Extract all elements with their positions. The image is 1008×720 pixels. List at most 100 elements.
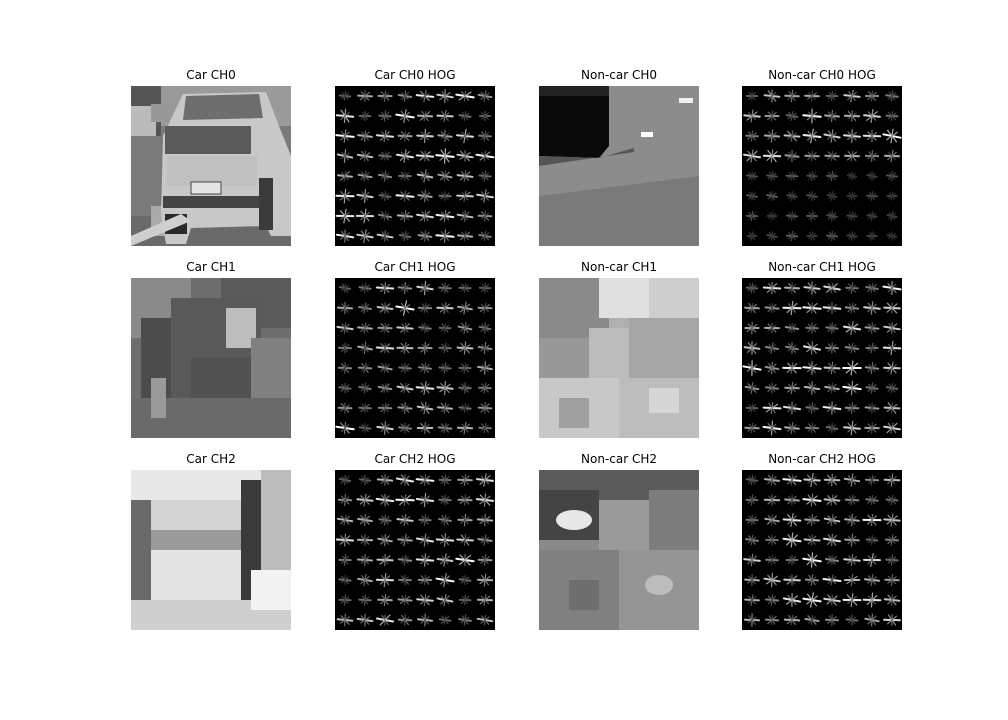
noncar-ch0-image [539,86,699,246]
panel-title: Non-car CH2 [581,452,657,466]
hog-gradient-stroke [808,404,816,412]
hog-gradient-stroke [887,92,897,100]
hog-gradient-stroke [886,131,898,141]
hog-gradient-stroke [479,495,491,505]
hog-gradient-stroke [420,383,430,393]
hog-gradient-stroke [828,424,836,432]
hog-gradient-stroke [747,536,757,544]
hog-gradient-stroke [806,495,818,505]
panel-title: Car CH1 [186,260,236,274]
hog-gradient-stroke [360,112,370,120]
hog-gradient-stroke [867,152,877,160]
hog-gradient-stroke [340,323,350,333]
hog-gradient-stroke [480,232,490,240]
hog-gradient-stroke [808,232,816,240]
car-ch0-image [131,86,291,246]
hog-gradient-stroke [786,534,798,546]
hog-gradient-stroke [360,131,370,141]
hog-gradient-stroke [787,152,797,160]
hog-gradient-stroke [767,112,777,121]
hog-gradient-stroke [360,172,370,180]
hog-gradient-stroke [380,595,390,605]
hog-gradient-stroke [827,132,837,140]
hog-gradient-stroke [420,343,430,353]
hog-gradient-stroke [807,476,817,484]
panel-title: Non-car CH1 HOG [768,260,876,274]
hog-gradient-stroke [341,556,349,564]
hog-gradient-stroke [479,475,491,485]
hog-gradient-stroke [420,576,430,584]
hog-gradient-stroke [867,404,877,412]
hog-gradient-stroke [458,554,471,566]
hog-gradient-stroke [339,535,351,545]
hog-gradient-stroke [380,495,390,505]
hog-gradient-stroke [420,616,430,624]
hog-gradient-stroke [787,172,797,180]
hog-gradient-stroke [420,516,430,524]
hog-gradient-stroke [461,284,469,292]
hog-gradient-stroke [400,284,410,292]
hog-gradient-stroke [826,595,838,605]
hog-gradient-stroke [440,575,450,585]
hog-gradient-stroke [767,324,777,332]
hog-gradient-stroke [440,496,450,504]
hog-gradient-stroke [887,364,897,372]
hog-gradient-stroke [827,535,837,545]
hog-gradient-stroke [747,555,757,565]
hog-gradient-stroke [419,111,431,121]
hog-gradient-stroke [360,596,370,604]
hog-gradient-stroke [866,111,878,121]
hog-gradient-stroke [787,424,797,432]
hog-gradient-stroke [808,172,816,180]
hog-gradient-stroke [440,616,450,624]
hog-gradient-stroke [767,383,777,393]
hog-gradient-stroke [380,383,390,393]
hog-gradient-stroke [826,404,838,412]
hog-gradient-stroke [846,556,858,564]
hog-gradient-stroke [847,91,857,100]
hog-gradient-stroke [459,171,471,181]
hog-gradient-stroke [765,403,779,413]
hog-gradient-stroke [847,475,857,484]
hog-gradient-stroke [420,536,430,544]
hog-gradient-stroke [748,192,756,200]
hog-gradient-stroke [866,594,878,605]
hog-gradient-stroke [767,91,777,100]
hog-gradient-stroke [887,343,897,353]
hog-gradient-stroke [379,303,391,313]
hog-gradient-stroke [360,384,370,392]
hog-gradient-stroke [806,554,818,566]
hog-gradient-stroke [827,556,837,564]
hog-gradient-stroke [460,324,470,332]
noncar-ch1-image [539,278,699,438]
hog-gradient-stroke [400,556,410,564]
hog-gradient-stroke [888,233,896,239]
hog-gradient-stroke [868,232,876,240]
hog-gradient-stroke [440,424,450,432]
hog-gradient-stroke [888,212,896,220]
hog-gradient-stroke [886,323,898,333]
hog-gradient-stroke [460,576,470,584]
hog-gradient-stroke [746,111,758,121]
hog-gradient-stroke [380,516,390,524]
hog-gradient-stroke [768,232,777,240]
hog-gradient-stroke [845,362,859,374]
hog-gradient-stroke [785,595,799,605]
hog-gradient-stroke [399,494,411,506]
hog-gradient-stroke [360,304,370,313]
hog-gradient-stroke [826,495,838,505]
hog-gradient-stroke [847,423,857,433]
hog-gradient-stroke [400,616,410,624]
hog-gradient-stroke [747,172,756,180]
hog-gradient-stroke [460,231,470,241]
hog-gradient-stroke [786,302,798,314]
hog-gradient-stroke [399,516,411,524]
hog-gradient-stroke [340,344,350,352]
hog-gradient-stroke [479,151,491,161]
hog-gradient-stroke [340,404,350,412]
hog-gradient-stroke [787,344,797,352]
hog-gradient-stroke [399,424,411,432]
hog-gradient-stroke [786,475,798,485]
hog-gradient-stroke [479,304,491,313]
car-ch2-image [131,470,291,630]
